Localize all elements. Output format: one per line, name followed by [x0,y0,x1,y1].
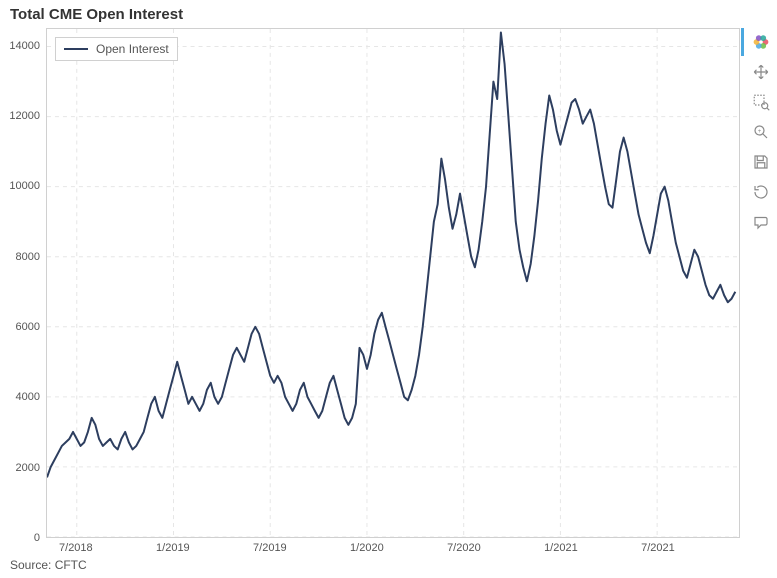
reset-tool-icon[interactable] [749,180,773,204]
y-tick-label: 4000 [16,391,40,403]
save-tool-icon[interactable] [749,150,773,174]
source-label: Source: CFTC [10,558,87,572]
tick-marks [47,47,657,537]
x-tick-label: 1/2020 [350,542,384,554]
y-tick-label: 8000 [16,251,40,263]
y-axis: 02000400060008000100001200014000 [0,28,46,538]
bokeh-logo-icon[interactable] [749,30,773,54]
plot-area[interactable]: Open Interest [46,28,740,538]
x-axis: 7/2018 1/2019 7/2019 1/2020 7/2020 1/2021 7/20… [46,538,740,558]
chart-title: Total CME Open Interest [10,6,183,23]
open-interest-line [47,32,735,477]
y-tick-label: 12000 [9,110,40,122]
legend[interactable]: Open Interest [55,37,178,61]
pan-tool-icon[interactable] [749,60,773,84]
x-tick-label: 7/2020 [447,542,481,554]
hover-tool-icon[interactable] [749,210,773,234]
y-tick-label: 14000 [9,40,40,52]
y-tick-label: 10000 [9,180,40,192]
y-tick-label: 6000 [16,321,40,333]
svg-text:+: + [758,129,762,135]
y-tick-label: 0 [34,532,40,544]
legend-swatch [64,48,88,50]
gridlines [47,29,739,537]
x-tick-label: 7/2019 [253,542,287,554]
wheel-zoom-tool-icon[interactable]: + [749,120,773,144]
y-tick-label: 2000 [16,462,40,474]
toolbar-active-indicator [741,28,744,56]
x-tick-label: 1/2019 [156,542,190,554]
legend-label: Open Interest [96,42,169,56]
x-tick-label: 7/2021 [641,542,675,554]
box-zoom-tool-icon[interactable] [749,90,773,114]
toolbar: + [745,28,777,234]
x-tick-label: 7/2018 [59,542,93,554]
x-tick-label: 1/2021 [544,542,578,554]
